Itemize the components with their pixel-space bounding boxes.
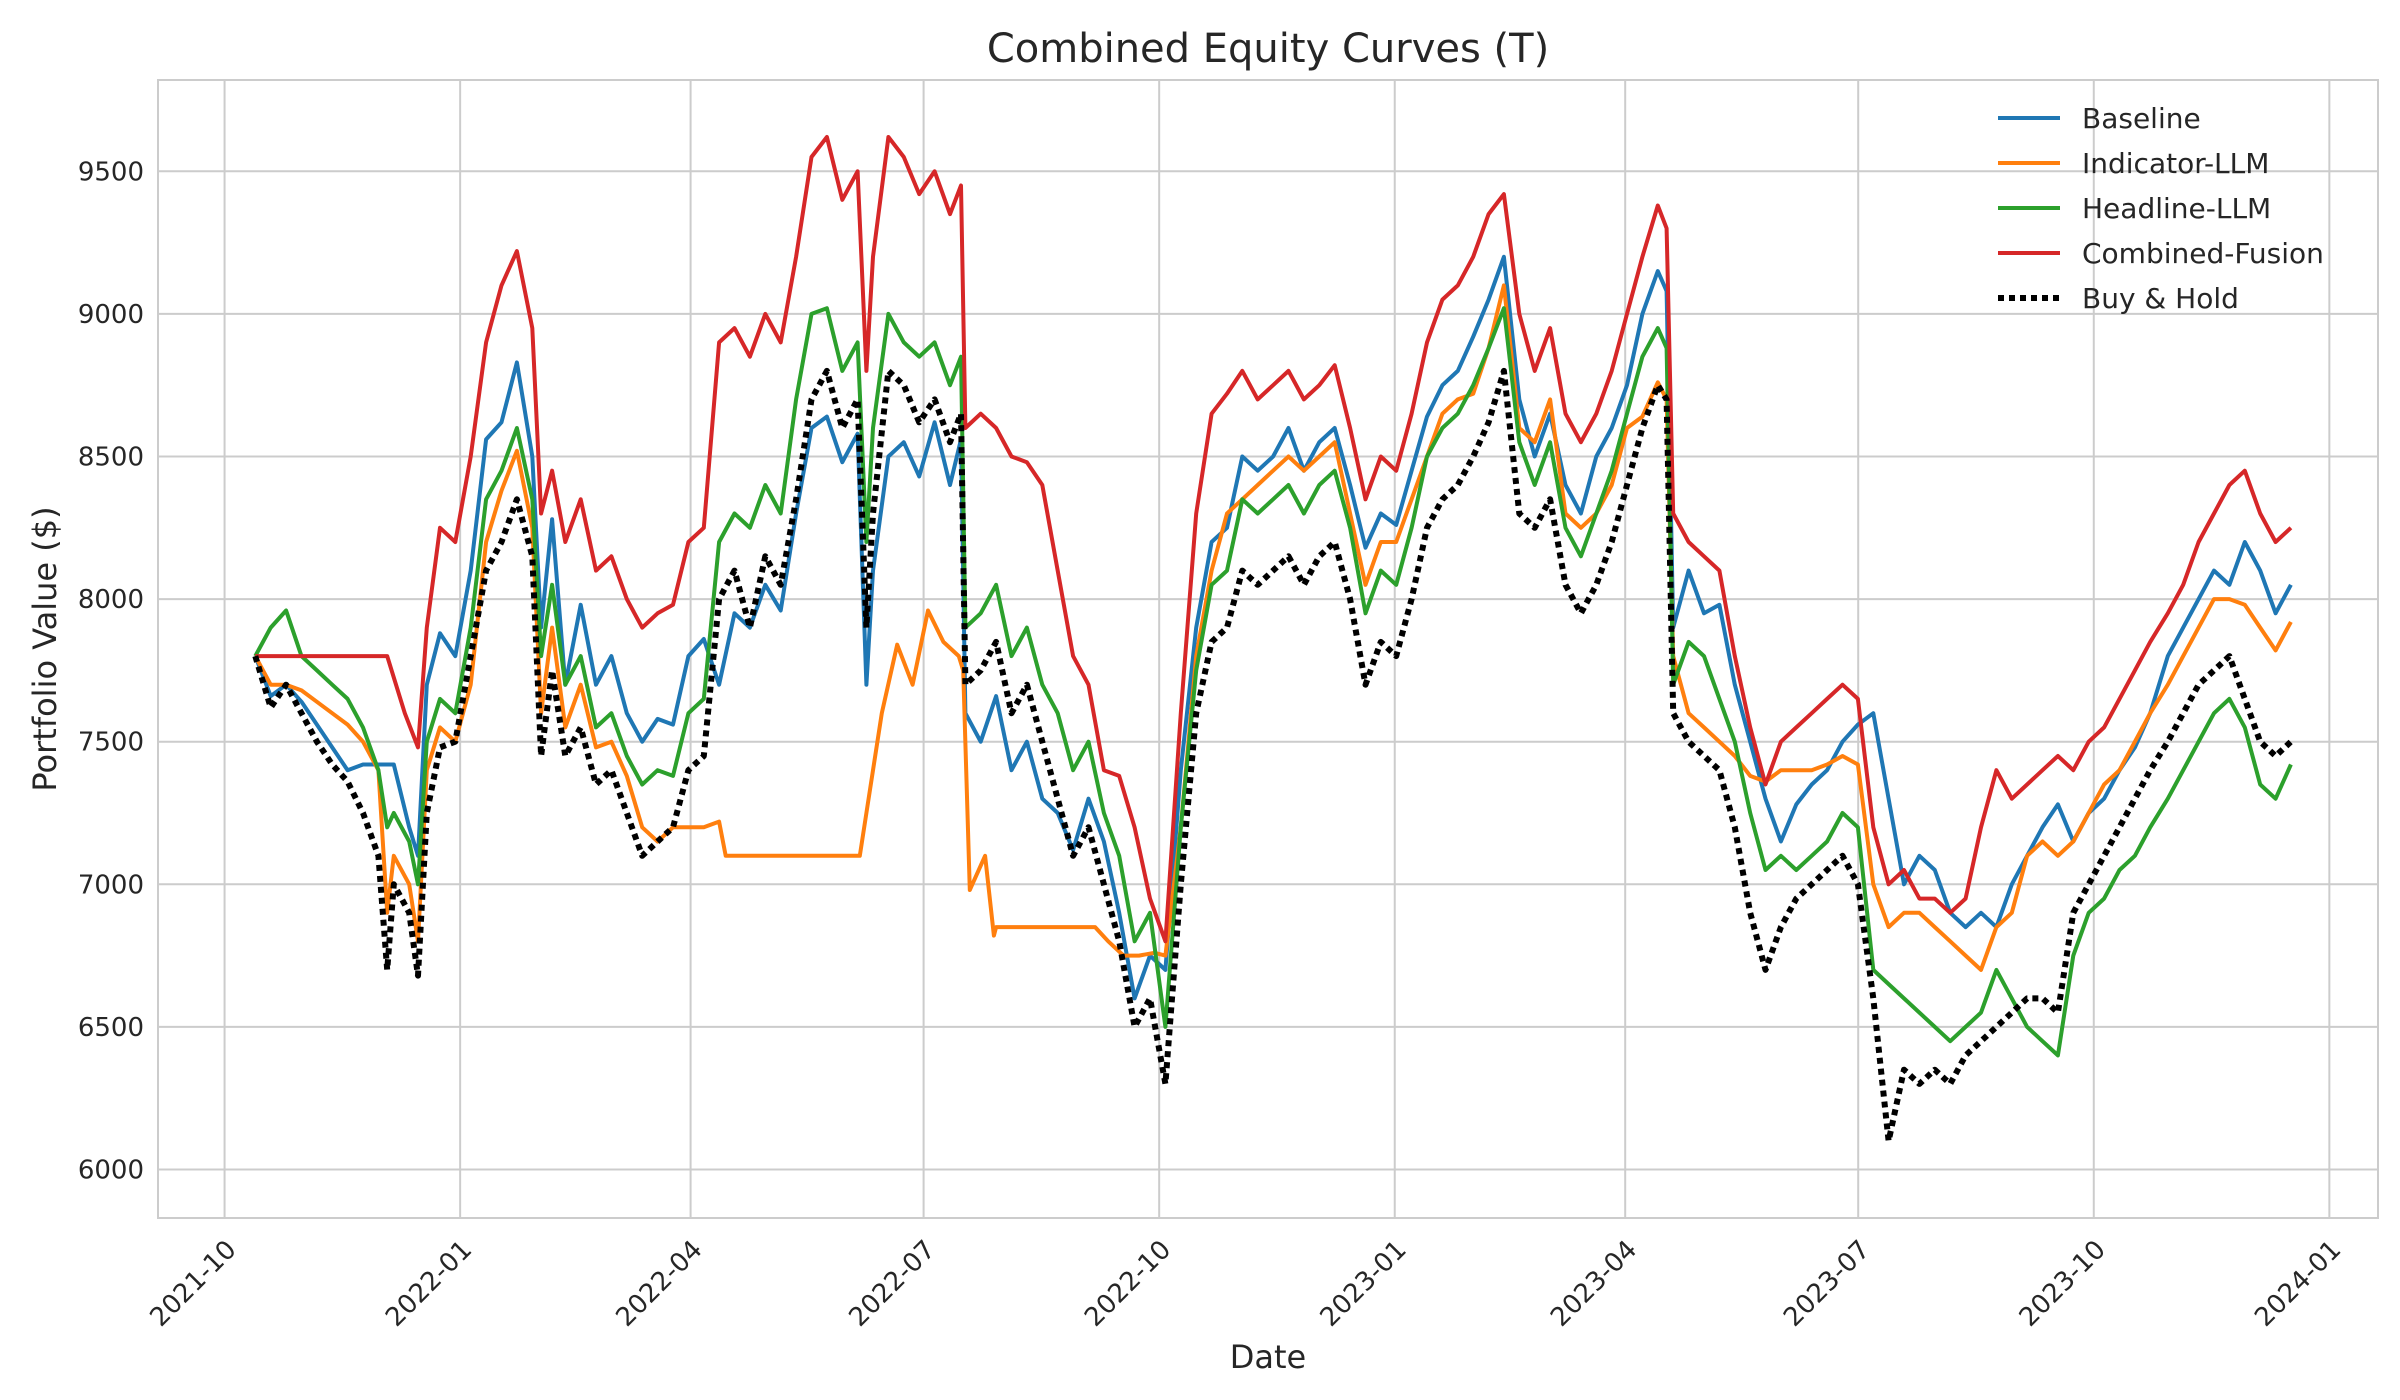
grid-layer xyxy=(158,80,2378,1218)
y-tick-label: 9500 xyxy=(78,157,144,187)
legend-label: Indicator-LLM xyxy=(2082,147,2269,180)
legend-label: Baseline xyxy=(2082,102,2201,135)
series-line-0 xyxy=(253,254,2293,1001)
legend: Baseline Indicator-LLM Headline-LLM Combine… xyxy=(1998,102,2324,315)
x-axis-label: Date xyxy=(1230,1338,1306,1376)
legend-label: Buy & Hold xyxy=(2082,282,2239,315)
y-axis-label: Portfolio Value ($) xyxy=(26,506,64,791)
chart-title: Combined Equity Curves (T) xyxy=(987,26,1549,72)
series-layer xyxy=(252,135,2293,1144)
y-tick-label: 7500 xyxy=(78,728,144,758)
legend-label: Headline-LLM xyxy=(2082,192,2271,225)
series-line-1 xyxy=(253,283,2293,972)
y-tick-label: 8500 xyxy=(78,442,144,472)
series-line-2 xyxy=(253,306,2293,1058)
series-line-4 xyxy=(252,367,2293,1144)
y-tick-label: 7000 xyxy=(78,870,144,900)
y-tick-label: 8000 xyxy=(78,585,144,615)
legend-label: Combined-Fusion xyxy=(2082,237,2324,270)
series-line-3 xyxy=(255,135,2293,944)
y-tick-label: 9000 xyxy=(78,300,144,330)
plot-frame xyxy=(157,79,2379,1219)
y-tick-label: 6500 xyxy=(78,1013,144,1043)
y-tick-label: 6000 xyxy=(78,1156,144,1186)
